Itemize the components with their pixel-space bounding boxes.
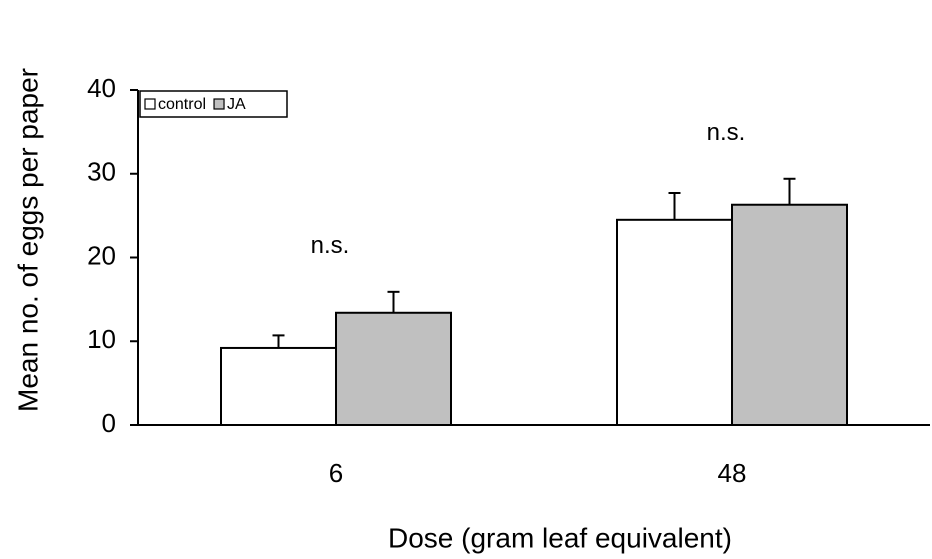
- y-tick-label: 40: [87, 73, 116, 103]
- legend-swatch: [213, 98, 225, 110]
- y-tick-label: 30: [87, 157, 116, 187]
- annotation: n.s.: [707, 119, 746, 146]
- y-tick-label: 0: [102, 408, 116, 438]
- legend-swatch: [144, 98, 156, 110]
- x-tick-label: 48: [718, 458, 747, 488]
- x-axis-label: Dose (gram leaf equivalent): [388, 522, 732, 553]
- bar: [335, 311, 452, 426]
- x-tick-label: 6: [329, 458, 343, 488]
- legend-label: JA: [227, 96, 246, 113]
- legend-label: control: [158, 96, 206, 113]
- y-axis-label: Mean no. of eggs per paper: [12, 68, 43, 412]
- bar: [616, 218, 733, 426]
- annotation: n.s.: [311, 232, 350, 259]
- bar: [731, 203, 848, 426]
- y-tick-label: 20: [87, 240, 116, 270]
- y-tick-label: 10: [87, 324, 116, 354]
- bar: [220, 346, 337, 427]
